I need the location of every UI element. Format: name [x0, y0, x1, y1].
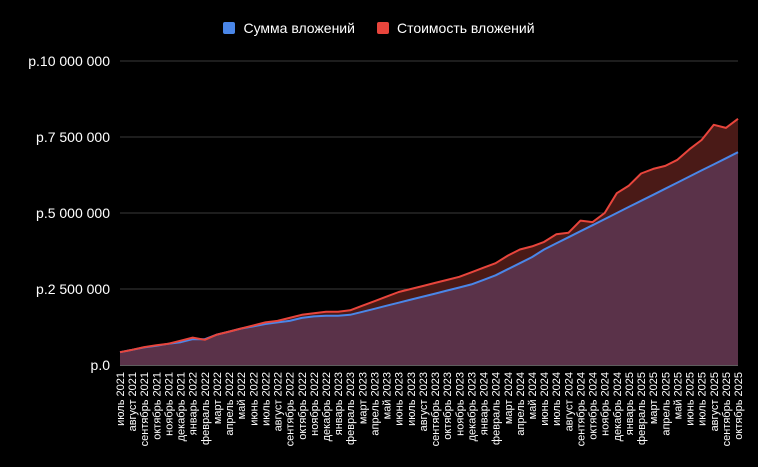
x-tick-label: сентябрь 2023 — [430, 372, 442, 446]
x-tick-label: май 2022 — [236, 372, 248, 419]
x-tick-label: июнь 2025 — [685, 372, 697, 426]
x-tick-label: январь 2024 — [479, 372, 491, 435]
x-tick-label: октябрь 2025 — [733, 372, 745, 440]
legend-label-value: Стоимость вложений — [396, 20, 535, 36]
x-tick-label: май 2024 — [527, 372, 539, 419]
x-tick-label: август 2021 — [127, 372, 139, 431]
y-tick-label: р.5 000 000 — [36, 205, 110, 221]
x-tick-label: март 2025 — [648, 372, 660, 424]
x-tick-label: июль 2025 — [697, 372, 709, 426]
x-tick-label: август 2025 — [709, 372, 721, 431]
x-tick-label: январь 2023 — [333, 372, 345, 435]
legend-swatch-sum — [223, 22, 236, 34]
legend-item-sum[interactable]: Сумма вложений — [223, 20, 355, 36]
area-sum — [120, 152, 738, 365]
x-tick-label: ноябрь 2022 — [309, 372, 321, 436]
x-tick-label: апрель 2022 — [224, 372, 236, 436]
x-tick-label: август 2022 — [273, 372, 285, 431]
x-tick-label: февраль 2022 — [200, 372, 212, 445]
x-tick-label: апрель 2024 — [515, 372, 527, 436]
x-tick-label: февраль 2023 — [345, 372, 357, 445]
x-tick-label: май 2023 — [382, 372, 394, 419]
x-tick-label: апрель 2023 — [369, 372, 381, 436]
x-tick-label: сентябрь 2021 — [139, 372, 151, 446]
x-tick-label: май 2025 — [672, 372, 684, 419]
x-tick-label: январь 2025 — [624, 372, 636, 435]
x-tick-label: октябрь 2024 — [588, 372, 600, 440]
x-tick-label: март 2022 — [212, 372, 224, 424]
line-value — [119, 118, 739, 354]
legend-swatch-value — [376, 22, 389, 34]
x-tick-label: март 2024 — [503, 372, 515, 424]
x-tick-label: сентябрь 2022 — [285, 372, 297, 446]
x-tick-label: июнь 2023 — [394, 372, 406, 426]
x-tick-label: август 2024 — [563, 372, 575, 431]
x-tick-label: сентябрь 2024 — [575, 372, 587, 446]
x-tick-label: декабрь 2023 — [466, 372, 478, 441]
legend-label-sum: Сумма вложений — [243, 20, 355, 36]
x-tick-label: ноябрь 2024 — [600, 372, 612, 436]
x-tick-label: октябрь 2021 — [151, 372, 163, 440]
x-tick-label: февраль 2025 — [636, 372, 648, 445]
legend-item-value[interactable]: Стоимость вложений — [376, 20, 535, 36]
x-tick-label: апрель 2025 — [660, 372, 672, 436]
x-tick-label: март 2023 — [357, 372, 369, 424]
x-tick-label: июль 2022 — [260, 372, 272, 426]
y-tick-label: р.0 — [91, 357, 111, 373]
x-tick-label: октябрь 2022 — [297, 372, 309, 440]
x-tick-label: декабрь 2022 — [321, 372, 333, 441]
legend: Сумма вложений Стоимость вложений — [0, 20, 758, 36]
x-tick-label: декабрь 2021 — [176, 372, 188, 441]
x-tick-label: декабрь 2024 — [612, 372, 624, 441]
x-tick-label: август 2023 — [418, 372, 430, 431]
x-tick-label: сентябрь 2025 — [721, 372, 733, 446]
x-tick-label: октябрь 2023 — [442, 372, 454, 440]
x-tick-label: июль 2021 — [115, 372, 127, 426]
x-tick-label: ноябрь 2023 — [454, 372, 466, 436]
x-tick-label: июль 2024 — [551, 372, 563, 426]
y-tick-label: р.7 500 000 — [36, 129, 110, 145]
y-tick-label: р.10 000 000 — [28, 53, 110, 69]
x-tick-label: июль 2023 — [406, 372, 418, 426]
x-tick-label: июнь 2022 — [248, 372, 260, 426]
x-tick-label: ноябрь 2021 — [163, 372, 175, 436]
x-tick-label: январь 2022 — [188, 372, 200, 435]
x-tick-label: июнь 2024 — [539, 372, 551, 426]
y-tick-label: р.2 500 000 — [36, 281, 110, 297]
x-tick-label: февраль 2024 — [491, 372, 503, 445]
